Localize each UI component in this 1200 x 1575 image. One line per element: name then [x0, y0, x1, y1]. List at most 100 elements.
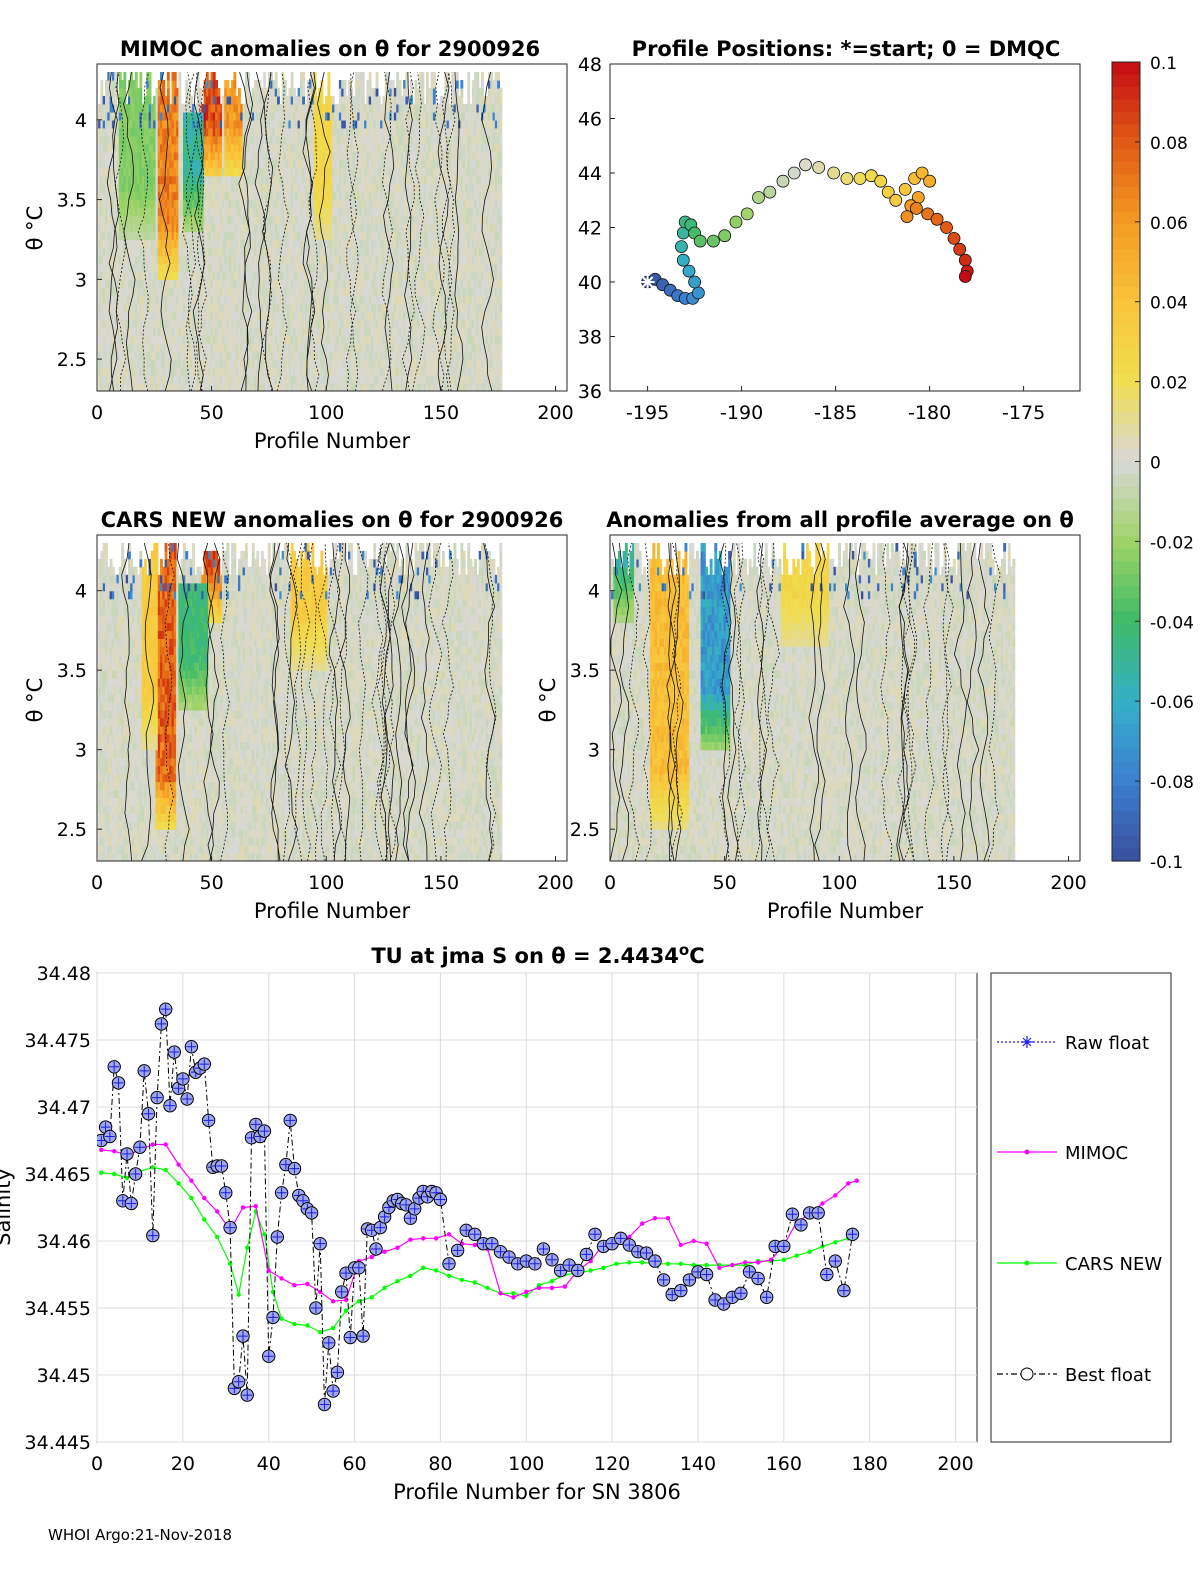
heat-cell [380, 311, 383, 320]
heat-cell [100, 255, 104, 264]
heat-cell [309, 159, 312, 169]
heat-cell [380, 343, 383, 352]
heat-cell [134, 287, 138, 296]
heat-cell [281, 223, 285, 233]
heat-cell [338, 295, 342, 304]
heat-cell [132, 359, 136, 368]
heat-cell [377, 271, 381, 280]
heat-cell [109, 263, 113, 272]
heat-cell [164, 343, 168, 352]
heat-cell [327, 247, 331, 256]
heat-cell [173, 335, 177, 344]
heat-cell [263, 311, 267, 320]
heat-cell [279, 351, 283, 360]
heat-cell [258, 143, 262, 153]
heat-cell [240, 263, 244, 272]
heat-cell [354, 247, 358, 256]
heat-cell [201, 127, 205, 137]
heat-cell [118, 215, 122, 225]
heat-cell [251, 119, 255, 129]
heat-cell [251, 111, 255, 121]
heat-cell [309, 95, 312, 105]
heat-cell [217, 335, 221, 344]
heat-cell [366, 207, 370, 217]
heat-cell [125, 311, 129, 320]
heat-cell [322, 271, 326, 280]
heat-cell [141, 319, 145, 328]
heat-cell [185, 111, 189, 121]
heat-cell [361, 319, 365, 328]
heat-cell [121, 367, 124, 376]
heat-cell [306, 87, 310, 97]
heat-cell [139, 167, 143, 177]
heat-cell [375, 247, 379, 256]
heat-cell [391, 231, 395, 241]
heat-cell [387, 271, 390, 280]
heat-cell [109, 335, 113, 344]
heat-cell [286, 311, 289, 320]
heat-cell [208, 335, 212, 344]
heat-cell [164, 255, 168, 264]
heat-cell [263, 295, 267, 304]
heat-cell [224, 143, 228, 153]
heat-cell [107, 103, 111, 113]
heat-cell [219, 271, 223, 280]
heat-cell [270, 143, 273, 153]
heat-cell [256, 159, 260, 169]
heat-cell [189, 263, 193, 272]
heat-cell [162, 311, 166, 320]
heat-cell [327, 287, 331, 296]
heat-cell [102, 327, 106, 336]
heat-cell [295, 183, 299, 193]
heat-cell [254, 119, 257, 129]
heat-cell [215, 335, 218, 344]
heat-cell [263, 255, 267, 264]
heat-cell [137, 103, 140, 113]
heat-cell [199, 103, 202, 113]
heat-cell [192, 159, 195, 169]
heat-cell [189, 335, 193, 344]
heat-cell [290, 255, 294, 264]
heat-cell [302, 103, 306, 113]
heat-cell [352, 231, 356, 241]
heat-cell [281, 319, 285, 328]
heat-cell [256, 95, 260, 105]
heat-cell [118, 151, 122, 161]
heat-cell [343, 335, 347, 344]
heat-cell [318, 159, 322, 169]
heat-cell [205, 199, 209, 209]
heat-cell [304, 319, 308, 328]
heat-cell [137, 95, 140, 105]
heat-cell [354, 151, 358, 161]
heat-cell [150, 223, 154, 233]
heat-cell [183, 151, 186, 161]
heat-cell [286, 271, 289, 280]
heat-cell [279, 207, 283, 217]
heat-cell [178, 303, 182, 312]
heat-cell [348, 295, 351, 304]
heat-cell [364, 279, 367, 288]
heat-cell [201, 351, 205, 360]
heat-cell [371, 103, 374, 113]
heat-cell [114, 80, 118, 89]
heat-cell [238, 335, 241, 344]
heat-cell [201, 167, 205, 177]
heat-cell [371, 383, 374, 391]
heat-cell [336, 279, 340, 288]
heat-cell [217, 367, 221, 376]
heat-cell [196, 80, 200, 89]
heat-cell [322, 295, 326, 304]
heat-cell [107, 223, 111, 233]
heat-cell [128, 287, 131, 296]
heat-cell [139, 80, 143, 89]
heat-cell [306, 191, 310, 201]
heat-cell [116, 327, 120, 336]
heat-cell [194, 343, 198, 352]
heat-cell [98, 303, 101, 312]
heat-cell [157, 175, 161, 185]
heat-cell [123, 375, 127, 384]
heat-cell [277, 255, 280, 264]
heat-cell [325, 103, 328, 113]
heat-cell [318, 255, 322, 264]
heat-cell [274, 199, 278, 209]
